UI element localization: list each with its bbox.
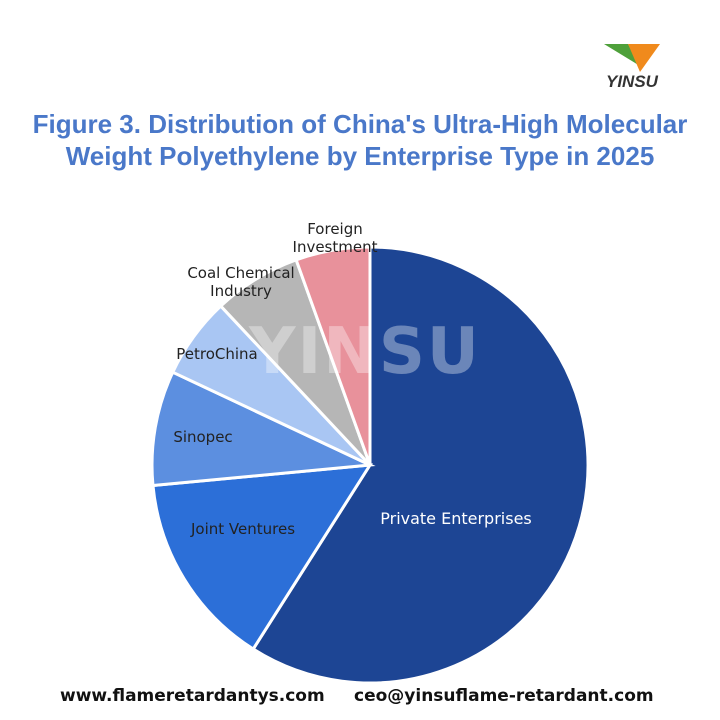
email: ceo@yinsuflame-retardant.com (354, 686, 654, 706)
watermark: YINSU (249, 315, 481, 389)
slice-label: Private Enterprises (380, 509, 532, 528)
slice-label: Sinopec (173, 428, 233, 446)
chart-title: Figure 3. Distribution of China's Ultra-… (32, 109, 688, 171)
slice-label: Coal Chemical Industry (187, 264, 295, 300)
slice (294, 245, 372, 466)
slice-label: Joint Ventures (190, 520, 296, 538)
slice (150, 370, 376, 488)
slice (251, 245, 590, 685)
logo: YINSU (606, 72, 658, 91)
website: www.flameretardantys.com (60, 686, 325, 706)
slice-label: Foreign Investment (292, 220, 378, 256)
slice (151, 463, 373, 652)
logo-mark (628, 44, 660, 72)
slice-label: PetroChina (176, 345, 258, 363)
